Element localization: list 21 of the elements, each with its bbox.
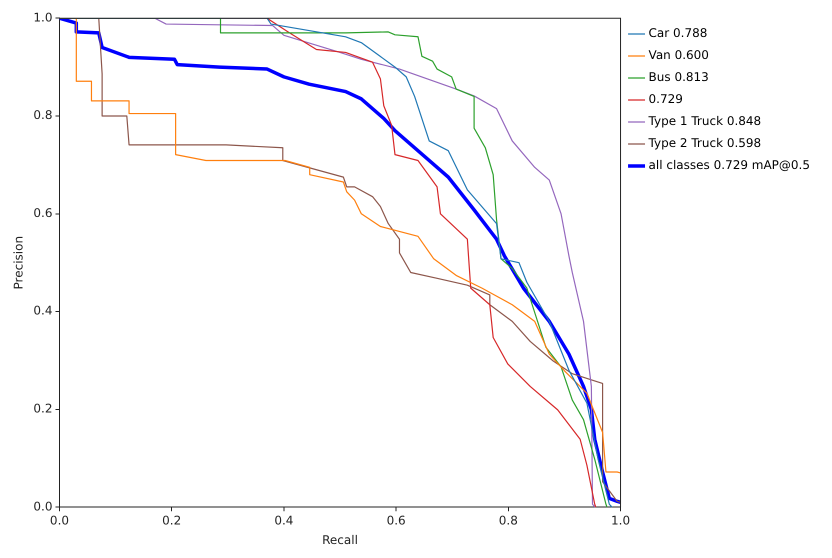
- legend-label: 0.729: [648, 92, 683, 106]
- x-axis-title: Recall: [322, 532, 358, 547]
- x-tick-label: 0.4: [274, 514, 294, 528]
- legend-label: Car 0.788: [648, 26, 708, 40]
- y-axis-title: Precision: [11, 236, 26, 290]
- y-tick-label: 0.8: [33, 108, 52, 122]
- y-tick-label: 1.0: [33, 10, 52, 24]
- x-tick-label: 1.0: [610, 514, 630, 528]
- legend-label: Van 0.600: [648, 48, 709, 62]
- x-tick-label: 0.0: [50, 514, 70, 528]
- y-tick-label: 0.4: [33, 304, 52, 318]
- y-tick-label: 0.0: [33, 499, 52, 514]
- legend-label: Type 2 Truck 0.598: [648, 136, 762, 150]
- x-tick-label: 0.6: [386, 514, 406, 528]
- y-tick-label: 0.2: [33, 402, 52, 416]
- legend-label: Bus 0.813: [648, 70, 709, 84]
- legend-label: Type 1 Truck 0.848: [648, 114, 762, 128]
- legend-label: all classes 0.729 mAP@0.5: [648, 158, 810, 172]
- x-tick-label: 0.8: [498, 514, 518, 528]
- x-tick-label: 0.2: [162, 514, 182, 528]
- y-tick-label: 0.6: [33, 206, 52, 220]
